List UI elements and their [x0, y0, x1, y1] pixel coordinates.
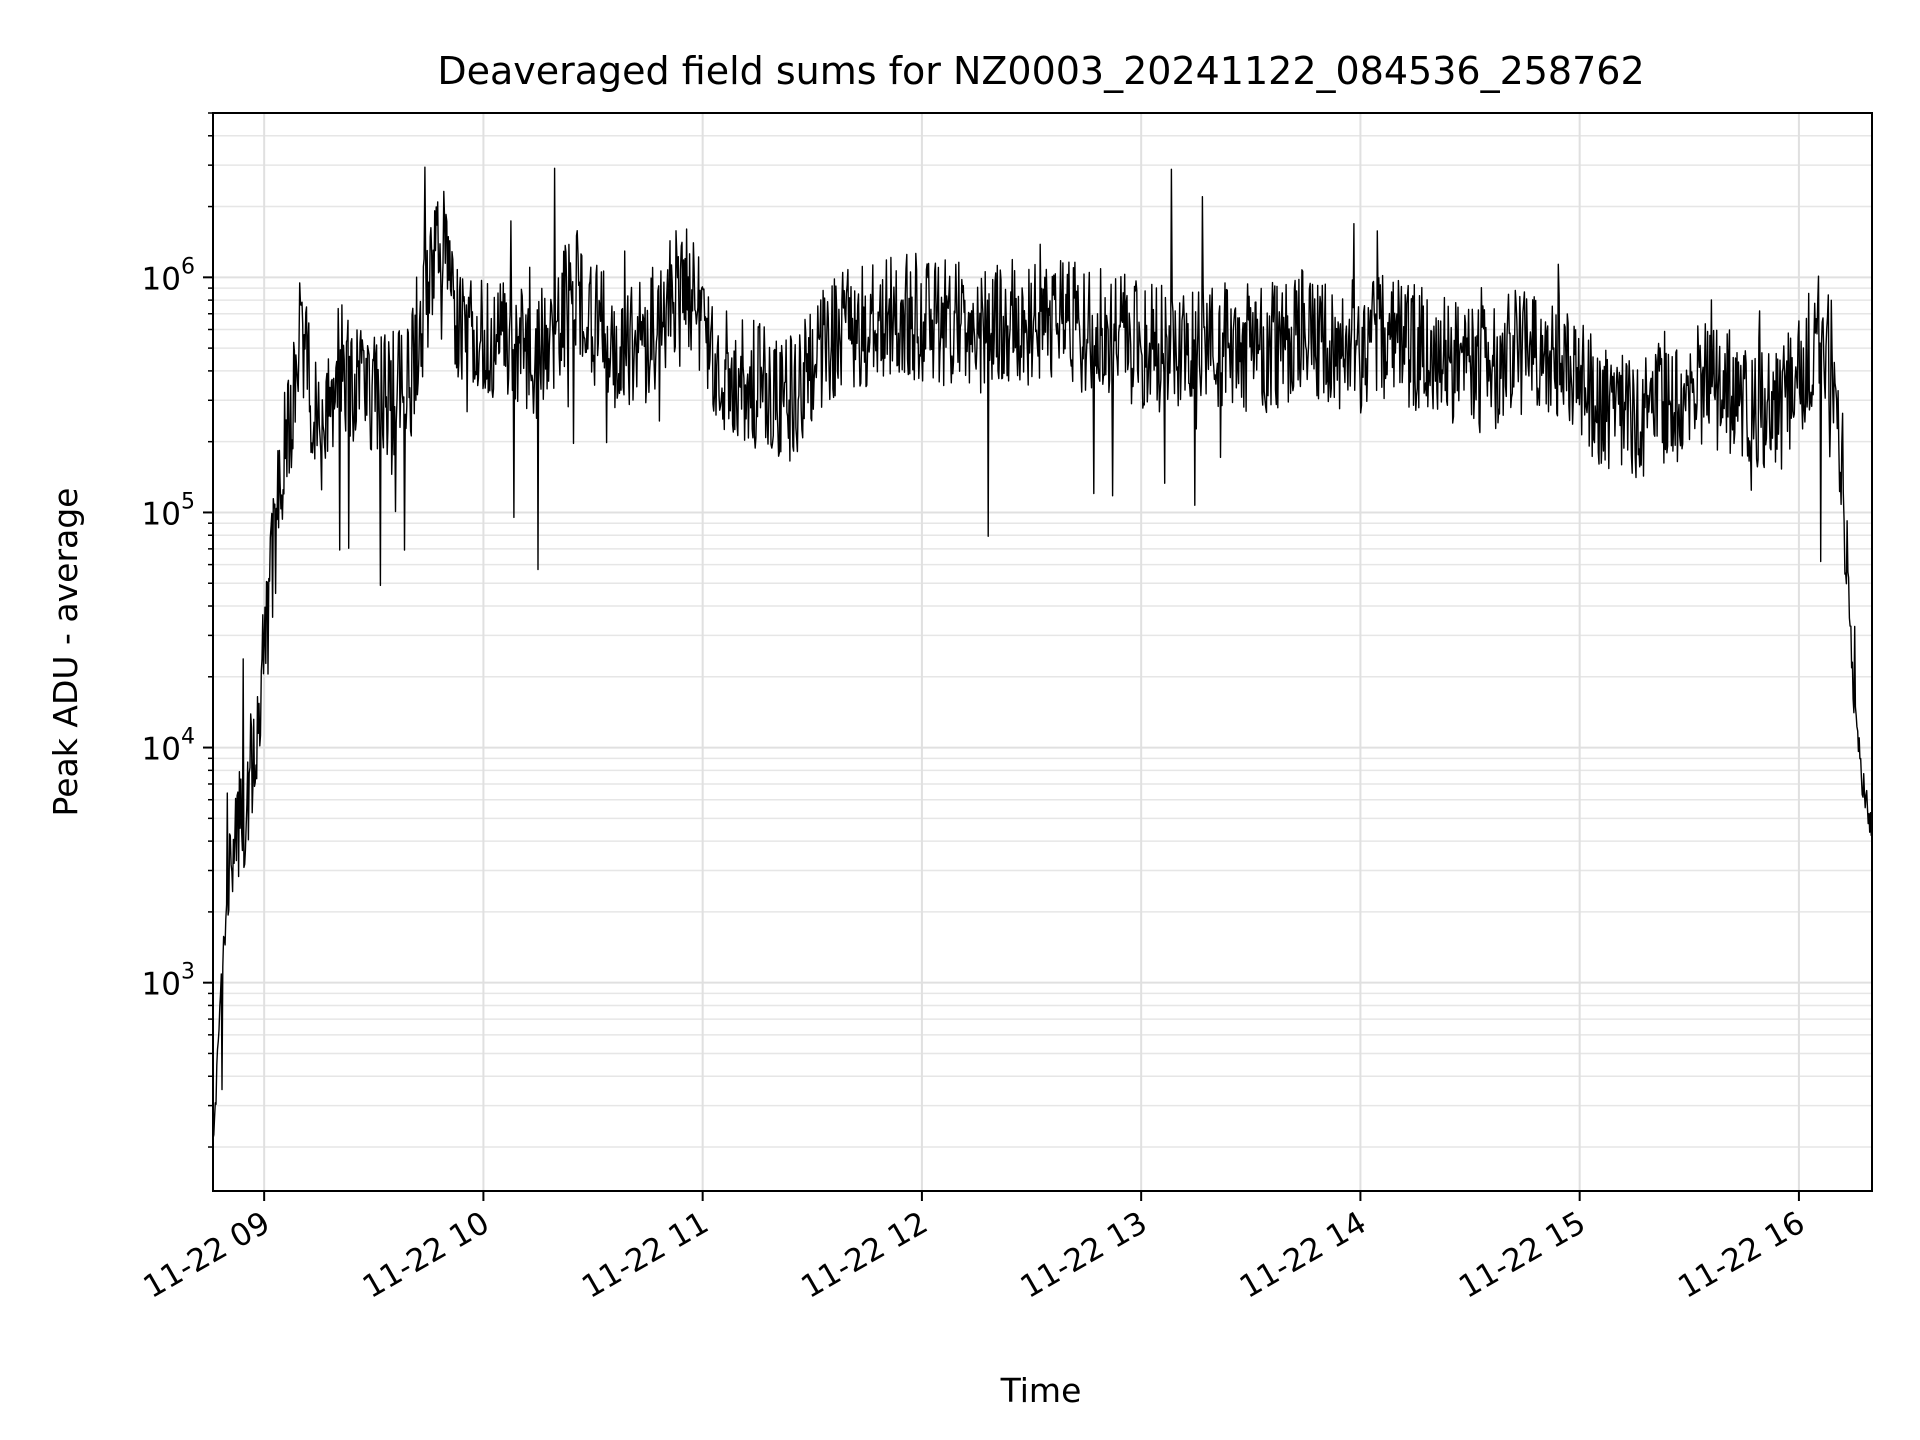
x-tick-label: 11-22 16 — [1672, 1205, 1811, 1306]
x-tick-label: 11-22 09 — [137, 1205, 276, 1306]
series-line — [212, 166, 1873, 1139]
x-tick-label: 11-22 15 — [1453, 1205, 1592, 1306]
axis-ticks: 103 104 105 106 11-22 09 11-22 10 11-22 11 11-2… — [137, 112, 1811, 1306]
y-tick-label: 104 — [142, 725, 195, 768]
y-axis-title: Peak ADU - average — [46, 488, 85, 817]
plot-frame — [212, 112, 1873, 1192]
y-tick-label: 103 — [142, 960, 195, 1003]
x-axis-title: Time — [1000, 1371, 1082, 1410]
x-tick-label: 11-22 11 — [576, 1205, 715, 1306]
x-tick-label: 11-22 10 — [357, 1205, 496, 1306]
x-tick-label: 11-22 14 — [1234, 1205, 1373, 1306]
chart-title: Deaveraged field sums for NZ0003_2024112… — [437, 49, 1644, 93]
x-tick-label: 11-22 13 — [1014, 1205, 1153, 1306]
y-tick-label: 105 — [142, 489, 195, 532]
series-line-layer — [212, 166, 1873, 1139]
x-tick-label: 11-22 12 — [795, 1205, 934, 1306]
y-tick-label: 106 — [142, 254, 195, 297]
grid — [213, 112, 1872, 1191]
